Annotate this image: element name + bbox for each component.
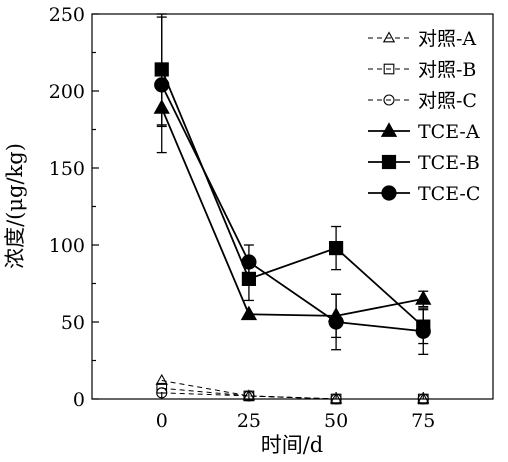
tick-labels: 0 25 50 75 0 50 100 150 200 250 (49, 4, 436, 432)
series-c-point (243, 390, 255, 402)
series-tce-a-line (160, 107, 424, 317)
y-tick-label: 0 (73, 389, 85, 411)
series-tce-c-point (241, 254, 257, 270)
series-c-line (161, 392, 424, 400)
x-tick-label: 75 (411, 410, 435, 432)
y-tick-label: 100 (49, 235, 85, 257)
legend-item-tce-c: TCE-C (368, 183, 480, 205)
legend-label: 对照-C (418, 90, 477, 112)
x-tick-label: 25 (237, 410, 261, 432)
series-a-point (242, 389, 256, 401)
legend-item-tce-b: TCE-B (368, 152, 480, 174)
series-tce-c-point (154, 77, 170, 93)
legend-marker (383, 63, 395, 75)
legend-marker (382, 31, 396, 43)
legend-item-tce-a: TCE-A (368, 121, 480, 143)
legend-marker (381, 185, 397, 201)
series-tce-a-point (415, 290, 432, 305)
x-tick-label: 50 (324, 410, 348, 432)
x-axis-title: 时间/d (261, 433, 324, 457)
legend-marker (380, 122, 398, 137)
legend-item-a: 对照-A (368, 28, 476, 50)
series-tce-c (154, 16, 431, 355)
legend-label: 对照-A (418, 28, 476, 50)
series-a-line (161, 380, 424, 400)
y-tick-label: 150 (49, 158, 85, 180)
series-tce-a-point (240, 305, 258, 321)
series-tce-b-point (328, 240, 344, 256)
series-layer (153, 13, 432, 405)
legend-label: 对照-B (418, 59, 476, 81)
series-tce-c-point (328, 314, 344, 330)
series-tce-c-point (415, 323, 431, 339)
legend-label: TCE-A (418, 121, 480, 143)
x-tick-label: 0 (156, 410, 168, 432)
y-axis-title: 浓度/(μg/kg) (3, 143, 27, 269)
axis-ticks (92, 13, 424, 400)
y-tick-label: 200 (49, 81, 85, 103)
series-c-point (417, 393, 429, 405)
series-a-point (155, 373, 168, 385)
legend: 对照-A 对照-B 对照-C TCE-A TCE-B TCE-C (368, 28, 480, 205)
series-a-point (329, 392, 343, 404)
y-tick-label: 50 (61, 312, 85, 334)
y-tick-label: 250 (49, 4, 85, 26)
legend-label: TCE-C (418, 183, 480, 205)
legend-marker (383, 94, 395, 106)
series-c (156, 387, 429, 405)
legend-item-c: 对照-C (368, 90, 477, 112)
legend-marker (381, 154, 397, 170)
series-c-point (156, 387, 168, 399)
series-tce-c-line (160, 84, 424, 333)
series-c-point (330, 393, 342, 405)
legend-item-b: 对照-B (368, 59, 476, 81)
series-a-point (417, 392, 430, 404)
legend-label: TCE-B (418, 152, 480, 174)
series-tce-b (154, 13, 431, 345)
